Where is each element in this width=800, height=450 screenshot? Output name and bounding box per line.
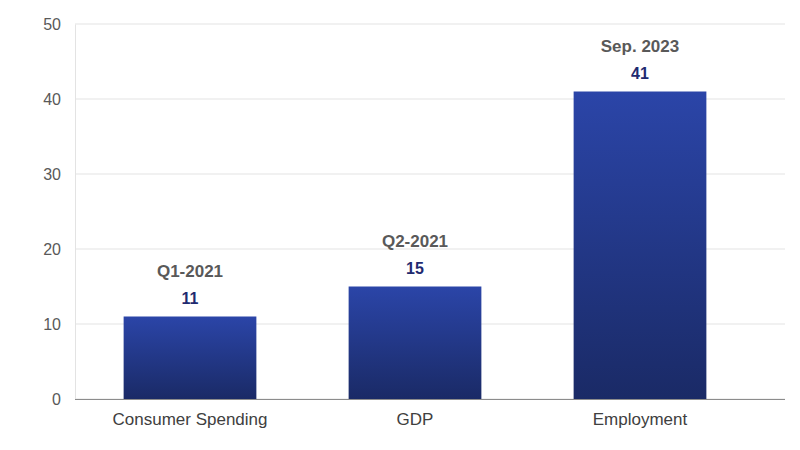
y-tick-label: 10 xyxy=(43,316,61,333)
y-tick: 50 xyxy=(43,16,75,33)
y-tick: 20 xyxy=(43,241,75,258)
y-tick: 40 xyxy=(43,91,75,108)
bar-labels: 11 Q1-2021 15 Q2-2021 41 Sep. 2023 xyxy=(157,37,679,307)
data-label: 41 xyxy=(631,65,649,82)
y-tick-label: 0 xyxy=(52,391,61,408)
y-tick-label: 40 xyxy=(43,91,61,108)
y-tick: 30 xyxy=(43,166,75,183)
data-label: 15 xyxy=(406,260,424,277)
x-tick: Employment xyxy=(593,399,688,429)
y-tick: 10 xyxy=(43,316,75,333)
annotation: Q2-2021 xyxy=(382,232,448,251)
x-tick: Consumer Spending xyxy=(113,399,268,429)
annotation: Sep. 2023 xyxy=(601,37,679,56)
x-axis: Consumer Spending GDP Employment xyxy=(75,399,785,429)
y-axis: 0 10 20 30 40 50 xyxy=(43,16,75,408)
bar xyxy=(349,287,482,400)
chart: 0 10 20 30 40 50 Consumer Spending GDP Employmen… xyxy=(0,0,800,450)
x-axis-line xyxy=(75,399,785,400)
y-axis-line xyxy=(75,25,76,400)
bar xyxy=(124,317,257,400)
data-label: 11 xyxy=(182,290,199,307)
x-tick-label: Consumer Spending xyxy=(113,410,268,429)
y-tick-label: 20 xyxy=(43,241,61,258)
bars xyxy=(124,92,707,400)
annotation: Q1-2021 xyxy=(157,262,223,281)
y-tick-label: 50 xyxy=(43,16,61,33)
x-tick-label: GDP xyxy=(397,410,434,429)
grid-line xyxy=(75,24,785,25)
grid xyxy=(75,24,785,399)
x-tick-label: Employment xyxy=(593,410,688,429)
x-tick: GDP xyxy=(397,399,434,429)
y-tick: 0 xyxy=(52,391,75,408)
bar xyxy=(574,92,707,400)
y-tick-label: 30 xyxy=(43,166,61,183)
